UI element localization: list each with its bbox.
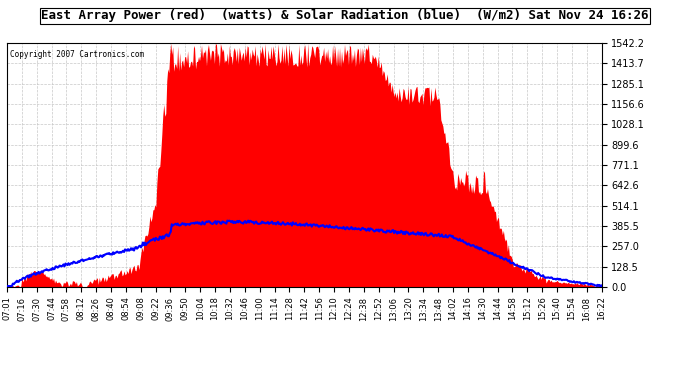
Text: Copyright 2007 Cartronics.com: Copyright 2007 Cartronics.com <box>10 51 144 59</box>
Text: East Array Power (red)  (watts) & Solar Radiation (blue)  (W/m2) Sat Nov 24 16:2: East Array Power (red) (watts) & Solar R… <box>41 9 649 22</box>
